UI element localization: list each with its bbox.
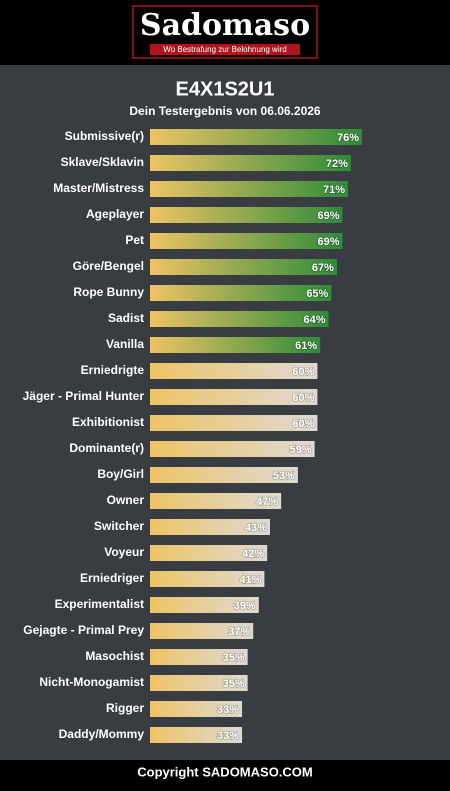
logo: Sadomaso — [140, 8, 310, 43]
bar — [150, 259, 337, 275]
value-label: 61% — [295, 340, 317, 352]
category-label: Gejagte - Primal Prey — [23, 623, 144, 637]
category-label: Boy/Girl — [97, 467, 144, 481]
bar — [150, 623, 254, 639]
bar — [150, 701, 243, 717]
bar — [150, 155, 351, 171]
bar — [150, 571, 265, 587]
bar — [150, 363, 318, 379]
value-label: 72% — [326, 158, 348, 170]
bar — [150, 181, 349, 197]
value-label: 33% — [217, 730, 239, 742]
value-label: 41% — [239, 574, 261, 586]
value-label: 67% — [312, 262, 334, 274]
category-label: Voyeur — [104, 545, 144, 559]
chart-subtitle: Dein Testergebnis von 06.06.2026 — [129, 104, 321, 118]
tagline: Wo Bestrafung zur Belohnung wird — [163, 45, 286, 54]
footer: Copyright SADOMASO.COM — [137, 764, 313, 779]
bar — [150, 519, 270, 535]
value-label: 60% — [292, 418, 314, 430]
category-label: Göre/Bengel — [73, 259, 144, 273]
value-label: 60% — [292, 366, 314, 378]
category-label: Jäger - Primal Hunter — [23, 389, 145, 403]
value-label: 43% — [245, 522, 267, 534]
value-label: 76% — [337, 132, 359, 144]
value-label: 37% — [228, 626, 250, 638]
category-label: Masochist — [85, 649, 144, 663]
category-label: Rope Bunny — [73, 285, 144, 299]
category-label: Sadist — [108, 311, 144, 325]
chart-title: E4X1S2U1 — [176, 78, 275, 100]
bar — [150, 389, 318, 405]
value-label: 53% — [273, 470, 295, 482]
value-label: 71% — [323, 184, 345, 196]
bar — [150, 675, 248, 691]
bar — [150, 207, 343, 223]
bar — [150, 441, 315, 457]
category-label: Rigger — [106, 701, 144, 715]
value-label: 35% — [223, 678, 245, 690]
category-label: Experimentalist — [55, 597, 144, 611]
category-label: Daddy/Mommy — [59, 727, 145, 741]
bar — [150, 129, 363, 145]
tagline-bg — [150, 44, 300, 55]
bar — [150, 415, 318, 431]
category-label: Sklave/Sklavin — [61, 155, 144, 169]
category-label: Owner — [107, 493, 145, 507]
value-label: 35% — [223, 652, 245, 664]
value-label: 33% — [217, 704, 239, 716]
value-label: 69% — [317, 210, 339, 222]
value-label: 60% — [292, 392, 314, 404]
category-label: Nicht-Monogamist — [39, 675, 144, 689]
bar — [150, 597, 259, 613]
bar — [150, 285, 332, 301]
category-label: Pet — [125, 233, 144, 247]
bar — [150, 467, 298, 483]
category-label: Erniedriger — [80, 571, 144, 585]
bar — [150, 311, 329, 327]
value-label: 47% — [256, 496, 278, 508]
bar — [150, 493, 282, 509]
value-label: 42% — [242, 548, 264, 560]
category-label: Dominante(r) — [69, 441, 144, 455]
category-label: Ageplayer — [86, 207, 144, 221]
value-label: 69% — [317, 236, 339, 248]
category-label: Erniedrigte — [81, 363, 145, 377]
bar — [150, 727, 243, 743]
panel — [0, 65, 450, 760]
value-label: 59% — [290, 444, 312, 456]
category-label: Master/Mistress — [53, 181, 144, 195]
bar — [150, 545, 268, 561]
bar — [150, 649, 248, 665]
logo-frame — [132, 5, 318, 59]
category-label: Submissive(r) — [65, 129, 144, 143]
value-label: 64% — [304, 314, 326, 326]
category-label: Exhibitionist — [72, 415, 144, 429]
bar — [150, 337, 321, 353]
category-label: Switcher — [94, 519, 144, 533]
value-label: 65% — [306, 288, 328, 300]
value-label: 39% — [234, 600, 256, 612]
bar — [150, 233, 343, 249]
category-label: Vanilla — [106, 337, 144, 351]
